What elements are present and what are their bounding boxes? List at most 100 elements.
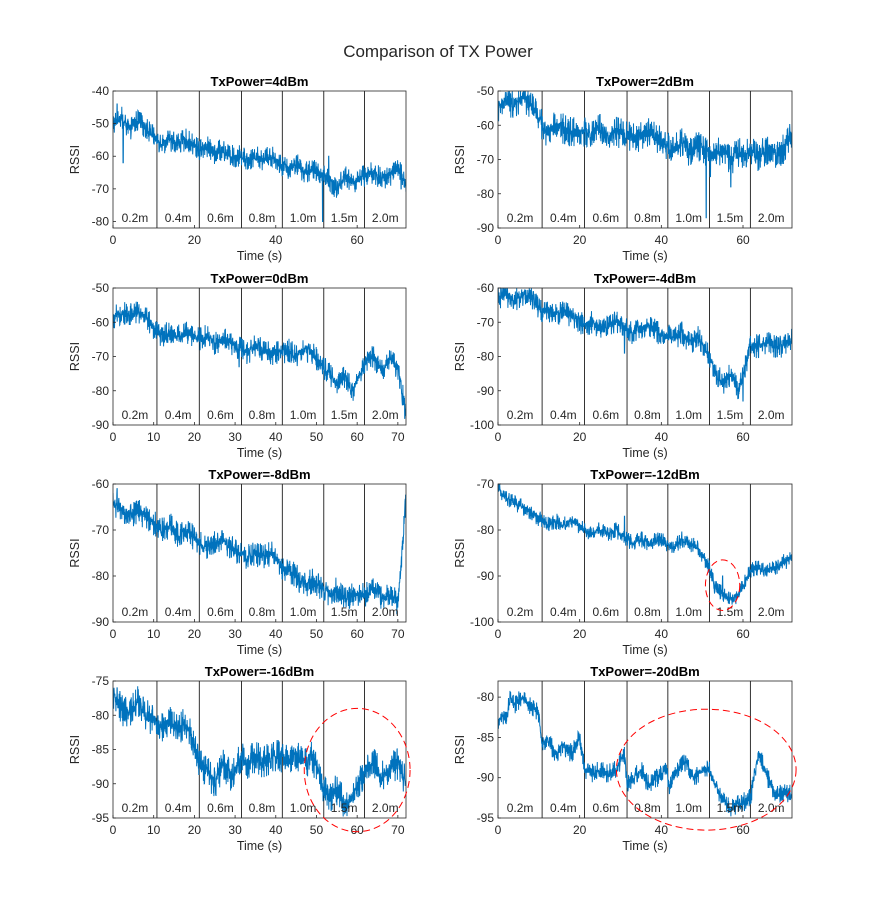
x-tick-label: 60	[736, 823, 750, 837]
x-tick-label: 40	[655, 233, 669, 247]
y-tick-label: -90	[477, 771, 495, 785]
subplot-title: TxPower=-12dBm	[590, 467, 699, 482]
segment-label: 0.6m	[207, 408, 234, 422]
x-tick-label: 30	[228, 430, 242, 444]
y-tick-label: -70	[92, 182, 110, 196]
segment-label: 0.8m	[249, 801, 276, 815]
y-tick-label: -80	[477, 523, 495, 537]
highlight-ellipse	[303, 707, 411, 833]
x-tick-label: 60	[736, 627, 750, 641]
segment-label: 0.8m	[249, 211, 276, 225]
y-tick-label: -70	[477, 477, 495, 491]
x-tick-label: 20	[188, 430, 202, 444]
x-tick-label: 70	[391, 823, 405, 837]
subplot-title: TxPower=-4dBm	[594, 271, 696, 286]
segment-label: 0.6m	[592, 605, 619, 619]
segment-label: 1.0m	[290, 801, 317, 815]
y-tick-label: -90	[477, 221, 495, 235]
x-tick-label: 60	[736, 233, 750, 247]
y-tick-label: -100	[470, 615, 494, 629]
y-axis-label: RSSI	[68, 735, 82, 764]
segment-label: 0.2m	[507, 801, 534, 815]
segment-label: 1.0m	[675, 211, 702, 225]
segment-label: 0.6m	[207, 605, 234, 619]
subplot-2: 0.2m 0.4m 0.6m 0.8m 1.0m 1.5m 2.0m 0 20 40 60 -90 -8…	[453, 74, 793, 263]
segment-label: 1.5m	[717, 211, 744, 225]
x-axis-label: Time (s)	[622, 446, 667, 460]
segment-label: 0.2m	[122, 801, 149, 815]
subplot-4: 0.2m 0.4m 0.6m 0.8m 1.0m 1.5m 2.0m 0 20 40 60 -100 -…	[453, 271, 793, 460]
y-tick-label: -95	[477, 811, 495, 825]
y-tick-label: -80	[477, 690, 495, 704]
series-line	[113, 301, 406, 419]
x-tick-label: 20	[573, 233, 587, 247]
x-tick-label: 30	[228, 627, 242, 641]
x-tick-label: 0	[495, 627, 502, 641]
segment-label: 1.0m	[675, 801, 702, 815]
y-tick-label: -90	[92, 418, 110, 432]
segment-label: 0.8m	[634, 211, 661, 225]
y-tick-label: -60	[92, 149, 110, 163]
y-tick-label: -80	[92, 384, 110, 398]
x-axis-label: Time (s)	[237, 446, 282, 460]
y-tick-label: -90	[477, 384, 495, 398]
subplot-title: TxPower=-8dBm	[208, 467, 310, 482]
plot-area	[498, 91, 792, 228]
subplot-3: 0.2m 0.4m 0.6m 0.8m 1.0m 1.5m 2.0m 0 10 20 30 40 50 6…	[68, 271, 407, 460]
x-tick-label: 0	[495, 233, 502, 247]
segment-label: 0.2m	[507, 408, 534, 422]
segment-label: 2.0m	[758, 408, 785, 422]
segment-label: 1.5m	[331, 605, 358, 619]
x-tick-label: 10	[147, 627, 161, 641]
x-tick-label: 0	[110, 233, 117, 247]
axes-box	[112, 483, 407, 623]
y-tick-label: -60	[92, 477, 110, 491]
y-axis-label: RSSI	[68, 538, 82, 567]
segment-label: 1.5m	[331, 408, 358, 422]
x-tick-label: 40	[269, 627, 283, 641]
segment-label: 1.5m	[331, 801, 358, 815]
subplot-title: TxPower=4dBm	[211, 74, 309, 89]
subplot-6: 0.2m 0.4m 0.6m 0.8m 1.0m 1.5m 2.0m 0 20 40 60 -100 -…	[453, 467, 793, 657]
segment-label: 0.6m	[592, 408, 619, 422]
y-tick-label: -90	[477, 569, 495, 583]
series-line	[498, 690, 792, 817]
segment-label: 0.6m	[592, 211, 619, 225]
y-tick-label: -60	[477, 281, 495, 295]
segment-label: 0.2m	[507, 211, 534, 225]
subplot-title: TxPower=0dBm	[211, 271, 309, 286]
segment-label: 0.4m	[550, 408, 577, 422]
subplot-title: TxPower=-16dBm	[205, 664, 314, 679]
subplot-title: TxPower=-20dBm	[590, 664, 699, 679]
y-tick-label: -85	[477, 730, 495, 744]
x-tick-label: 30	[228, 823, 242, 837]
segment-label: 0.4m	[550, 801, 577, 815]
segment-label: 0.6m	[207, 211, 234, 225]
segment-label: 1.0m	[290, 605, 317, 619]
subplot-8: 0.2m 0.4m 0.6m 0.8m 1.0m 1.5m 2.0m 0 20 40 60 -95 -9…	[453, 664, 793, 853]
y-tick-label: -60	[477, 118, 495, 132]
segment-label: 2.0m	[758, 605, 785, 619]
segment-label: 0.4m	[550, 211, 577, 225]
y-tick-label: -50	[477, 84, 495, 98]
y-tick-label: -70	[477, 153, 495, 167]
y-tick-label: -60	[92, 315, 110, 329]
x-tick-label: 70	[391, 430, 405, 444]
segment-label: 1.0m	[675, 605, 702, 619]
plot-area	[498, 681, 792, 818]
y-tick-label: -70	[477, 315, 495, 329]
y-tick-label: -70	[92, 350, 110, 364]
x-tick-label: 60	[350, 823, 364, 837]
series-line	[498, 484, 792, 605]
y-tick-label: -90	[92, 615, 110, 629]
axes-box	[497, 680, 793, 819]
segment-label: 0.4m	[165, 605, 192, 619]
x-tick-label: 0	[110, 627, 117, 641]
segment-label: 2.0m	[372, 408, 399, 422]
x-tick-label: 40	[269, 430, 283, 444]
x-tick-label: 60	[350, 233, 364, 247]
series-line	[113, 686, 406, 817]
segment-label: 1.0m	[290, 408, 317, 422]
series-line	[498, 91, 792, 219]
x-tick-label: 50	[310, 823, 324, 837]
